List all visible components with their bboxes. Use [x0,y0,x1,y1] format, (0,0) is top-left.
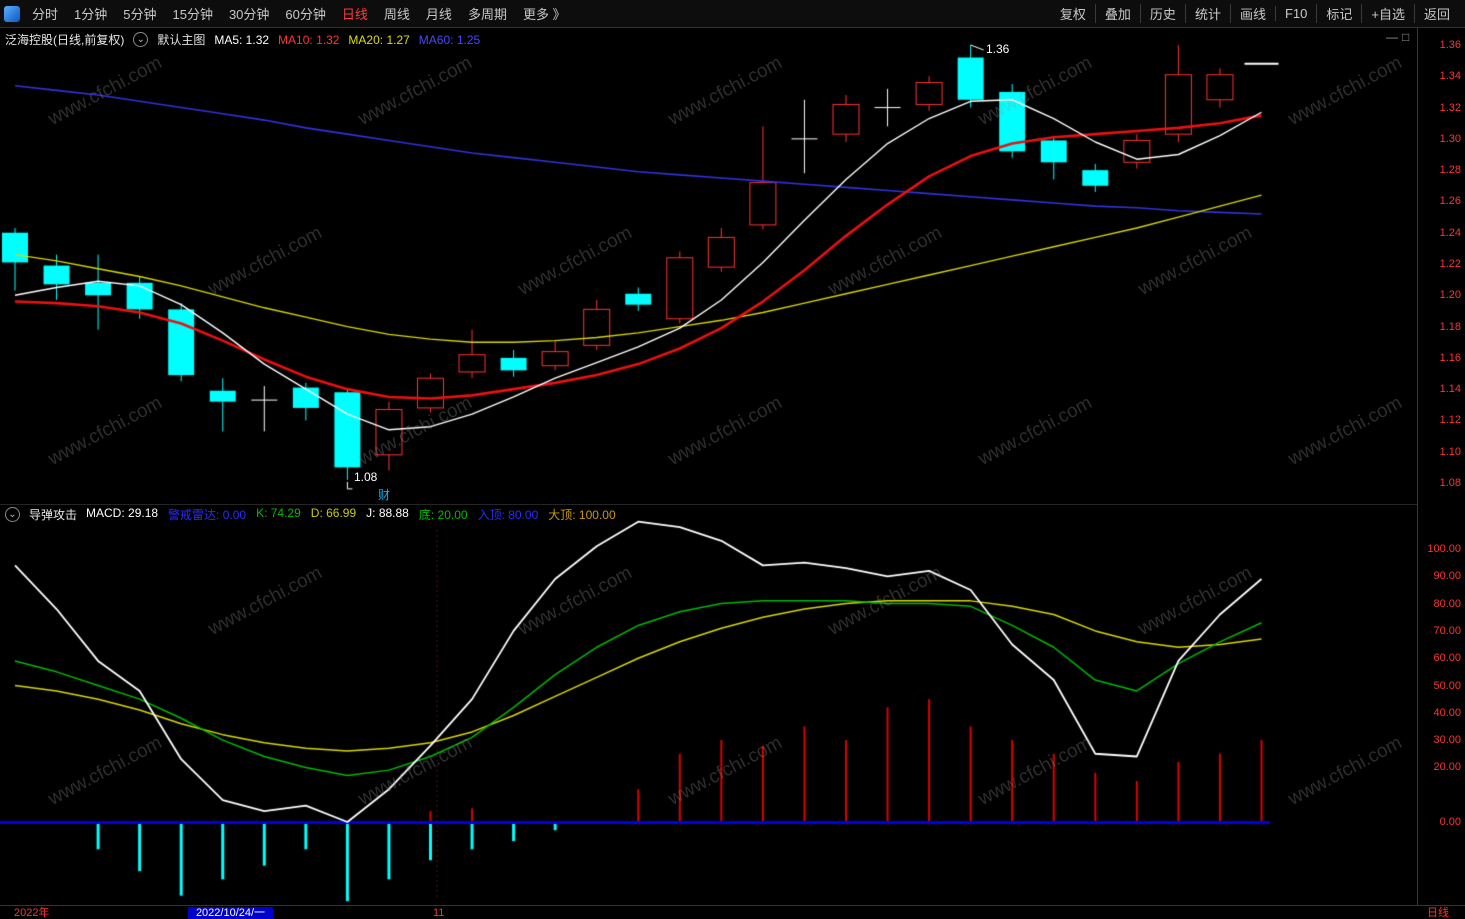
ma-legend: MA5: 1.32 MA10: 1.32 MA20: 1.27 MA60: 1.25 [214,33,480,47]
main-axis-tick-0: 1.36 [1439,39,1461,51]
menu-period-item-10[interactable]: 更多 》 [522,7,566,22]
top-menu-bar: 分时 1分钟 5分钟 15分钟 30分钟 60分钟 日线 周线 月线 多周期 更多 》 复权 叠加 历史… [0,0,1465,28]
minimize-icon[interactable]: — [1386,30,1398,44]
sub-axis-tick-4: 60.00 [1433,652,1461,665]
main-chart-header: 泛海控股(日线,前复权) ⌄ 默认主图 MA5: 1.32 MA10: 1.32 M… [5,31,480,48]
sub-axis-tick-1: 90.00 [1433,570,1461,583]
menu-period-item-4[interactable]: 30分钟 [228,7,270,22]
indicator-name[interactable]: 导弹攻击 [29,508,78,522]
main-axis-tick-1: 1.34 [1439,70,1461,83]
main-axis-tick-3: 1.30 [1439,132,1461,145]
main-axis-tick-6: 1.24 [1439,226,1461,239]
menu-period-item-2[interactable]: 5分钟 [123,7,157,22]
main-axis-tick-11: 1.14 [1439,383,1461,396]
status-bar: 2022年 2022/10/24/一 11 日线 [0,905,1465,919]
sub-axis-tick-2: 80.00 [1433,597,1461,610]
indicator-value-7: 大顶: 100.00 [548,508,616,522]
period-menu: 分时 1分钟 5分钟 15分钟 30分钟 60分钟 日线 周线 月线 多周期 更多 》 [0,4,1051,23]
main-overlay-label[interactable]: 默认主图 [157,33,206,47]
chevron-down-circle-icon[interactable]: ⌄ [5,507,20,522]
main-axis-tick-8: 1.20 [1439,289,1461,302]
sub-axis-tick-0: 100.00 [1427,543,1461,555]
high-price-annotation: 1.36 [986,42,1010,56]
ma-label-3: MA60: 1.25 [418,32,481,47]
menu-tool-item-3[interactable]: 统计 [1184,4,1230,23]
main-axis-tick-9: 1.18 [1439,320,1461,333]
menu-tool-item-1[interactable]: 叠加 [1094,4,1140,23]
price-axis: 1.36 1.34 1.32 1.30 1.28 1.26 1.24 1.22 1.20 1.18… [1417,27,1465,905]
sub-axis-tick-3: 70.00 [1433,624,1461,637]
low-price-annotation: 1.08 [354,470,378,484]
main-axis-tick-14: 1.08 [1439,477,1461,489]
signal-marker: 财 [378,488,391,502]
stock-title: 泛海控股(日线,前复权) [5,33,125,47]
sub-axis-tick-5: 50.00 [1433,679,1461,692]
indicator-legend: MACD: 29.18 警戒雷达: 0.00 K: 74.29 D: 66.99 J: … [86,506,616,523]
menu-tool-item-5[interactable]: F10 [1274,6,1316,21]
menu-tool-item-2[interactable]: 历史 [1139,4,1185,23]
chevron-down-circle-icon[interactable]: ⌄ [133,32,149,47]
status-date: 2022/10/24/一 [188,907,273,919]
indicator-header: ⌄ 导弹攻击 MACD: 29.18 警戒雷达: 0.00 K: 74.29 D: 6… [5,506,616,523]
menu-tool-item-8[interactable]: 返回 [1413,4,1459,23]
main-axis-tick-13: 1.10 [1439,445,1461,458]
menu-period-item-3[interactable]: 15分钟 [172,7,213,22]
panel-divider [0,504,1417,505]
sub-axis-tick-6: 40.00 [1433,706,1461,719]
price-chart-canvas[interactable] [0,27,1417,905]
menu-period-item-8[interactable]: 月线 [425,7,452,22]
maximize-icon[interactable]: □ [1402,30,1410,44]
main-axis-tick-10: 1.16 [1439,351,1461,364]
indicator-value-1: 警戒雷达: 0.00 [168,508,247,522]
main-axis-tick-7: 1.22 [1439,258,1461,270]
menu-period-item-6[interactable]: 日线 [341,7,368,22]
sub-axis-tick-7: 30.00 [1433,734,1461,747]
menu-tool-item-0[interactable]: 复权 [1059,7,1086,22]
indicator-value-4: J: 88.88 [366,506,409,520]
menu-tool-item-4[interactable]: 画线 [1229,4,1275,23]
main-axis-tick-2: 1.32 [1439,101,1461,114]
menu-period-item-5[interactable]: 60分钟 [285,7,326,22]
indicator-value-3: D: 66.99 [310,506,357,520]
main-axis-tick-5: 1.26 [1439,195,1461,208]
menu-period-item-1[interactable]: 1分钟 [74,7,108,22]
indicator-value-2: K: 74.29 [256,506,301,520]
menu-period-item-9[interactable]: 多周期 [467,7,507,22]
sub-axis-tick-9: 0.00 [1439,816,1461,828]
menu-tool-item-7[interactable]: +自选 [1361,4,1414,23]
status-year: 2022年 [14,907,50,919]
status-month: 11 [433,907,445,919]
menu-period-item-7[interactable]: 周线 [383,7,410,22]
ma-label-2: MA20: 1.27 [348,32,410,47]
tool-menu: 复权 叠加 历史 统计 画线 F10 标记 +自选 返回 [1051,4,1465,23]
indicator-value-5: 底: 20.00 [418,508,468,522]
main-axis-tick-4: 1.28 [1439,164,1461,177]
indicator-value-6: 入顶: 80.00 [477,508,539,522]
menu-tool-item-6[interactable]: 标记 [1316,4,1361,23]
menu-period-item-0[interactable]: 分时 [32,7,59,22]
ma-label-0: MA5: 1.32 [214,32,270,47]
app-logo-icon [4,5,20,22]
main-axis-tick-12: 1.12 [1439,414,1461,427]
ma-label-1: MA10: 1.32 [278,32,340,47]
sub-axis-tick-8: 20.00 [1433,761,1461,774]
status-period: 日线 [1427,907,1449,919]
indicator-value-0: MACD: 29.18 [86,506,159,520]
